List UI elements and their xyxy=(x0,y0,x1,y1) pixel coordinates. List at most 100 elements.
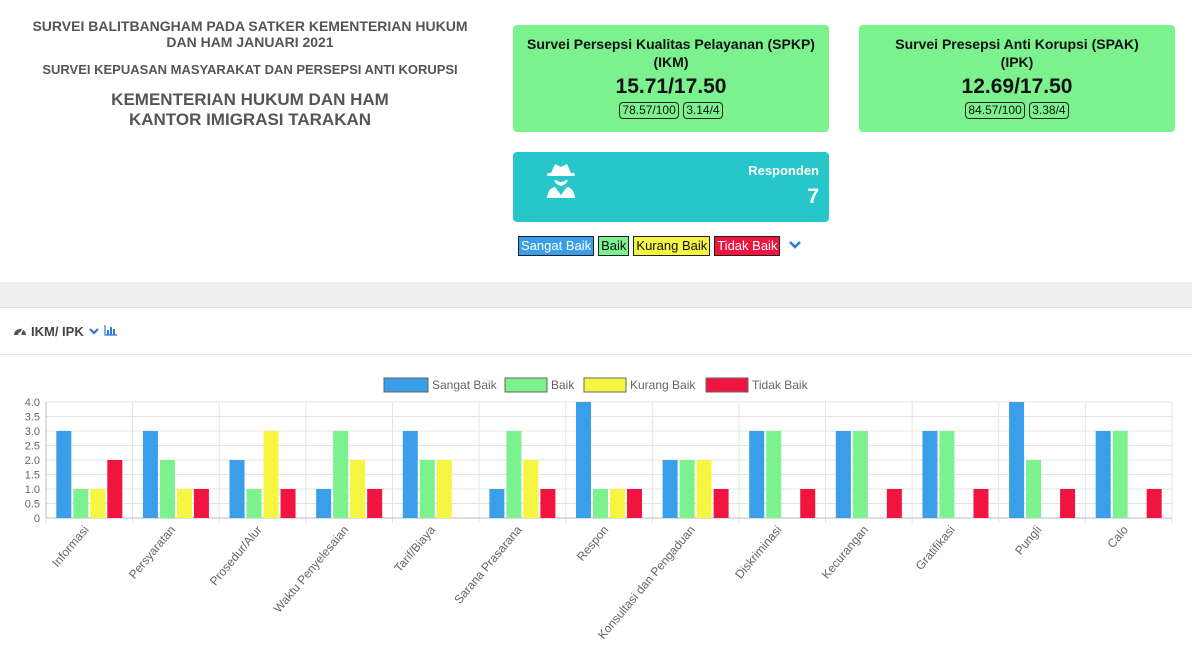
ikm-ipk-chart: Sangat Baik Baik Kurang Baik Tidak Baik 0 0.5… xyxy=(0,360,1192,646)
bar-tidak-baik xyxy=(540,489,556,518)
bar-sangat-baik xyxy=(835,431,851,518)
x-tick-label: Konsultasi dan Pengaduan xyxy=(595,523,698,642)
x-tick-label: Diskriminasi xyxy=(732,523,784,582)
y-tick-label: 3.0 xyxy=(25,426,40,438)
tag-baik: Baik xyxy=(598,236,630,256)
tag-kurang-baik: Kurang Baik xyxy=(633,236,711,256)
user-secret-icon xyxy=(544,162,578,203)
bar-sangat-baik xyxy=(489,489,505,518)
bar-baik xyxy=(1026,460,1042,518)
y-tick-label: 4.0 xyxy=(25,397,40,409)
spkp-title: Survei Persepsi Kualitas Pelayanan (SPKP… xyxy=(527,36,815,52)
bar-chart-icon[interactable] xyxy=(104,324,118,339)
bar-tidak-baik xyxy=(280,489,296,518)
bar-kurang-baik xyxy=(176,489,192,518)
x-tick-label: Prosedur/Alur xyxy=(207,523,265,588)
x-tick-label: Gratifikasi xyxy=(913,523,958,573)
spak-title: Survei Presepsi Anti Korupsi (SPAK) xyxy=(895,36,1139,52)
bar-tidak-baik xyxy=(800,489,816,518)
y-tick-label: 1.0 xyxy=(25,484,40,496)
survey-subtitle: SURVEI KEPUASAN MASYARAKAT DAN PERSEPSI … xyxy=(42,62,458,77)
bar-kurang-baik xyxy=(610,489,625,518)
bar-baik xyxy=(939,431,955,518)
bar-kurang-baik xyxy=(696,460,712,518)
chart-legend: Sangat Baik Baik Kurang Baik Tidak Baik xyxy=(383,377,809,393)
bar-tidak-baik xyxy=(973,489,989,518)
dashboard-icon xyxy=(13,324,27,339)
bar-tidak-baik xyxy=(1146,489,1162,518)
spak-score: 12.69/17.50 xyxy=(961,75,1073,98)
bar-kurang-baik xyxy=(523,460,539,518)
bar-sangat-baik xyxy=(1095,431,1111,518)
x-tick-label: Pungli xyxy=(1012,523,1044,558)
bar-tidak-baik xyxy=(627,489,642,518)
spkp-card: Survei Persepsi Kualitas Pelayanan (SPKP… xyxy=(513,25,829,132)
bar-sangat-baik xyxy=(229,460,245,518)
survey-title-block: SURVEI BALITBANGHAM PADA SATKER KEMENTER… xyxy=(20,18,480,130)
bar-tidak-baik xyxy=(367,489,383,518)
spak-subtitle: (IPK) xyxy=(1000,54,1034,70)
bar-chart-svg: Sangat Baik Baik Kurang Baik Tidak Baik 0 0.5… xyxy=(25,377,1173,642)
panel-title: IKM/ IPK xyxy=(31,324,84,339)
spak-card: Survei Presepsi Anti Korupsi (SPAK) (IPK… xyxy=(859,25,1175,132)
bar-tidak-baik xyxy=(1060,489,1076,518)
bar-baik xyxy=(73,489,89,518)
y-tick-label: 0 xyxy=(34,513,40,525)
chevron-down-icon[interactable] xyxy=(788,237,802,255)
bar-sangat-baik xyxy=(922,431,938,518)
x-tick-label: Waktu Penyelesaian xyxy=(271,523,352,615)
spkp-subtitle: (IKM) xyxy=(653,54,689,70)
bar-baik xyxy=(679,460,695,518)
tag-tidak-baik: Tidak Baik xyxy=(714,236,781,256)
legend-swatch xyxy=(504,377,548,393)
x-tick-label: Informasi xyxy=(49,523,91,570)
ministry-name: KEMENTERIAN HUKUM DAN HAM xyxy=(111,90,389,109)
survey-title-line2: DAN HAM JANUARI 2021 xyxy=(166,34,334,50)
summary-section: SURVEI BALITBANGHAM PADA SATKER KEMENTER… xyxy=(0,0,1192,282)
spkp-badge-4: 3.14/4 xyxy=(683,102,723,119)
bar-tidak-baik xyxy=(107,460,123,518)
bar-kurang-baik xyxy=(90,489,106,518)
respondent-card: Responden 7 xyxy=(513,152,829,222)
bar-baik xyxy=(419,460,435,518)
y-tick-label: 3.5 xyxy=(25,412,40,424)
spak-badges: 84.57/100 3.38/4 xyxy=(859,101,1175,119)
spak-badge-4: 3.38/4 xyxy=(1029,102,1069,119)
bar-sangat-baik xyxy=(402,431,418,518)
legend-label: Sangat Baik xyxy=(432,378,498,392)
bar-baik xyxy=(159,460,175,518)
section-divider xyxy=(0,282,1192,308)
bar-baik xyxy=(593,489,608,518)
spak-badge-100: 84.57/100 xyxy=(965,102,1025,119)
chevron-down-icon[interactable] xyxy=(88,324,100,339)
x-tick-label: Tarif/Biaya xyxy=(391,523,438,575)
office-name: KANTOR IMIGRASI TARAKAN xyxy=(128,110,372,129)
legend-label: Kurang Baik xyxy=(630,378,696,392)
bar-sangat-baik xyxy=(1009,402,1025,518)
spkp-badge-100: 78.57/100 xyxy=(619,102,679,119)
bar-kurang-baik xyxy=(436,460,452,518)
x-tick-label: Calo xyxy=(1104,523,1131,551)
tag-sangat-baik: Sangat Baik xyxy=(518,236,595,256)
bar-tidak-baik xyxy=(713,489,729,518)
bar-kurang-baik xyxy=(350,460,366,518)
legend-label: Tidak Baik xyxy=(752,378,809,392)
bar-sangat-baik xyxy=(576,402,591,518)
respondent-label: Responden xyxy=(748,163,819,178)
legend-swatch xyxy=(583,377,627,393)
y-tick-label: 2.0 xyxy=(25,455,40,467)
bar-tidak-baik xyxy=(193,489,209,518)
respondent-count: 7 xyxy=(807,185,819,208)
rating-legend: Sangat Baik Baik Kurang Baik Tidak Baik xyxy=(518,236,802,256)
spkp-score: 15.71/17.50 xyxy=(615,75,727,98)
bar-sangat-baik xyxy=(749,431,765,518)
bar-baik xyxy=(246,489,262,518)
survey-title-line1: SURVEI BALITBANGHAM PADA SATKER KEMENTER… xyxy=(32,18,468,34)
bar-tidak-baik xyxy=(886,489,902,518)
x-tick-label: Kecurangan xyxy=(819,523,871,582)
bar-sangat-baik xyxy=(662,460,678,518)
bar-sangat-baik xyxy=(316,489,332,518)
spkp-badges: 78.57/100 3.14/4 xyxy=(513,101,829,119)
y-tick-label: 2.5 xyxy=(25,441,40,453)
legend-swatch xyxy=(383,377,429,393)
